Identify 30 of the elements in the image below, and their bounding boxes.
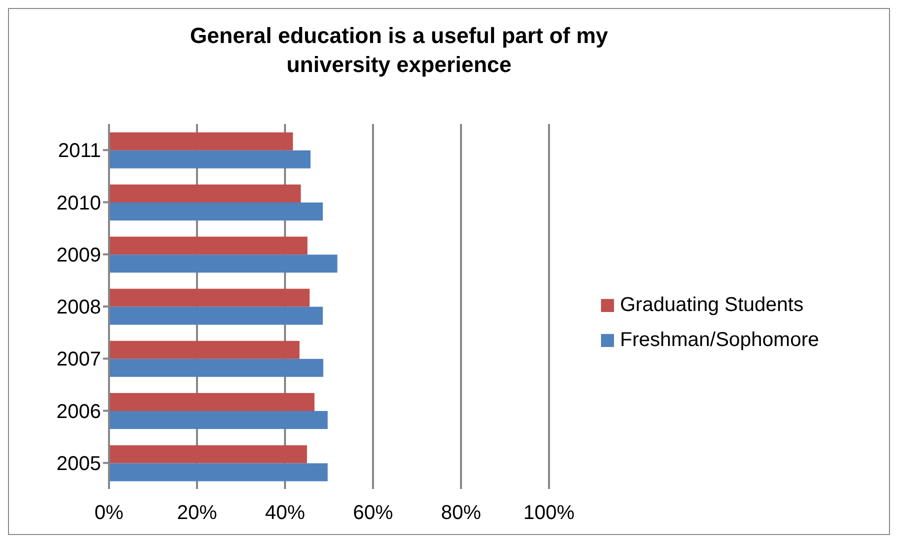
bar [109,288,310,307]
x-tick-label: 80% [440,502,482,524]
bar [109,340,300,359]
bar [109,463,328,482]
x-tick-label: 0% [94,502,124,524]
x-tick-label: 60% [352,502,394,524]
bar [109,184,301,202]
x-tick-label: 100% [523,502,575,524]
bar [109,358,324,377]
y-tick-label: 2008 [56,296,101,319]
bar [109,393,314,412]
bar [109,411,328,430]
legend-label: Freshman/Sophomore [620,329,819,352]
bar [109,236,308,255]
x-tick-label: 20% [176,502,218,524]
bar [109,132,293,150]
y-tick-label: 2005 [56,453,101,476]
bar [109,150,311,168]
y-tick-label: 2009 [56,244,101,266]
x-tick-label: 40% [264,502,306,524]
chart-title: General education is a useful part of my university experience [188,22,610,79]
bar [109,254,338,273]
bar [109,445,307,464]
y-tick-label: 2011 [58,140,101,162]
bar [109,306,323,325]
bar [109,202,323,220]
y-tick-label: 2007 [56,348,101,371]
y-tick-label: 2010 [56,192,101,214]
legend-label: Graduating Students [620,294,804,317]
y-tick-label: 2006 [56,400,101,423]
